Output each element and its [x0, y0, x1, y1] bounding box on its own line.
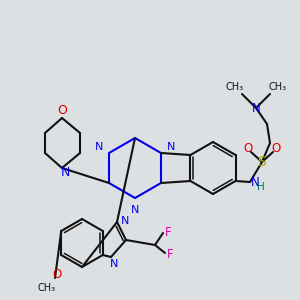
Text: N: N: [250, 176, 260, 190]
Text: CH₃: CH₃: [269, 82, 287, 92]
Text: O: O: [243, 142, 253, 155]
Text: O: O: [272, 142, 280, 155]
Text: F: F: [167, 248, 173, 260]
Text: N: N: [110, 259, 118, 269]
Text: S: S: [258, 155, 266, 169]
Text: F: F: [165, 226, 171, 238]
Text: N: N: [252, 101, 260, 115]
Text: O: O: [52, 268, 62, 281]
Text: N: N: [131, 205, 139, 215]
Text: CH₃: CH₃: [226, 82, 244, 92]
Text: N: N: [121, 216, 129, 226]
Text: O: O: [57, 104, 67, 118]
Text: N: N: [167, 142, 176, 152]
Text: N: N: [60, 167, 70, 179]
Text: N: N: [94, 142, 103, 152]
Text: CH₃: CH₃: [38, 283, 56, 293]
Text: H: H: [257, 182, 265, 192]
